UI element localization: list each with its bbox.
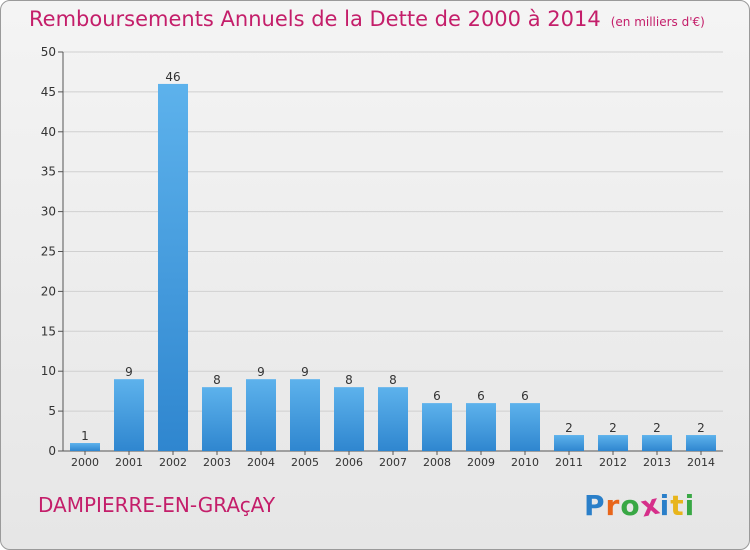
bar-value-label: 6 — [433, 389, 441, 403]
logo-letter: r — [605, 489, 621, 522]
bar-value-label: 2 — [653, 421, 661, 435]
y-tick-label: 5 — [48, 404, 56, 418]
bar — [466, 403, 496, 451]
y-tick-label: 10 — [41, 364, 56, 378]
x-tick-label: 2012 — [599, 456, 627, 469]
bar-value-label: 9 — [125, 365, 133, 379]
bar-value-label: 2 — [609, 421, 617, 435]
bar-value-label: 2 — [697, 421, 705, 435]
bar — [202, 387, 232, 451]
proxiti-logo: Proxiti — [584, 487, 696, 523]
y-tick-label: 35 — [41, 165, 56, 179]
bar-value-label: 8 — [345, 373, 353, 387]
y-tick-label: 0 — [48, 444, 56, 458]
y-tick-label: 15 — [41, 324, 56, 338]
bar-value-label: 6 — [477, 389, 485, 403]
y-tick-label: 40 — [41, 125, 56, 139]
chart-title: Remboursements Annuels de la Dette de 20… — [29, 7, 705, 31]
logo-letter: P — [584, 489, 606, 522]
chart-title-text: Remboursements Annuels de la Dette de 20… — [29, 7, 601, 31]
y-tick-label: 25 — [41, 245, 56, 259]
y-tick-label: 50 — [41, 45, 56, 59]
bar — [290, 379, 320, 451]
bar — [114, 379, 144, 451]
bar-value-label: 6 — [521, 389, 529, 403]
logo-letter: i — [659, 489, 671, 522]
x-tick-label: 2009 — [467, 456, 495, 469]
bar — [554, 435, 584, 451]
x-tick-label: 2001 — [115, 456, 143, 469]
x-tick-label: 2006 — [335, 456, 363, 469]
bar — [246, 379, 276, 451]
bar — [378, 387, 408, 451]
x-tick-label: 2008 — [423, 456, 451, 469]
x-tick-label: 2002 — [159, 456, 187, 469]
bar — [422, 403, 452, 451]
bar-value-label: 1 — [81, 429, 89, 443]
logo-letter: t — [670, 489, 685, 522]
y-tick-label: 30 — [41, 205, 56, 219]
x-tick-label: 2004 — [247, 456, 275, 469]
x-tick-label: 2014 — [687, 456, 715, 469]
x-tick-label: 2003 — [203, 456, 231, 469]
x-tick-label: 2007 — [379, 456, 407, 469]
x-tick-label: 2010 — [511, 456, 539, 469]
bar — [598, 435, 628, 451]
x-tick-label: 2005 — [291, 456, 319, 469]
bar-value-label: 46 — [165, 70, 180, 84]
chart-subtitle: (en milliers d'€) — [610, 15, 705, 29]
bar-value-label: 2 — [565, 421, 573, 435]
bar-value-label: 8 — [213, 373, 221, 387]
bar — [158, 83, 188, 452]
bar — [70, 443, 100, 451]
x-tick-label: 2000 — [71, 456, 99, 469]
bar — [334, 387, 364, 451]
logo-letter: o — [620, 489, 641, 522]
x-tick-label: 2013 — [643, 456, 671, 469]
commune-name: DAMPIERRE-EN-GRAçAY — [38, 493, 276, 517]
y-tick-label: 20 — [41, 284, 56, 298]
x-tick-label: 2011 — [555, 456, 583, 469]
bar — [510, 403, 540, 451]
y-tick-label: 45 — [41, 85, 56, 99]
bar — [642, 435, 672, 451]
logo-letter: i — [684, 489, 696, 522]
bar-value-label: 9 — [301, 365, 309, 379]
bar-value-label: 8 — [389, 373, 397, 387]
bar — [686, 435, 716, 451]
bar-value-label: 9 — [257, 365, 265, 379]
